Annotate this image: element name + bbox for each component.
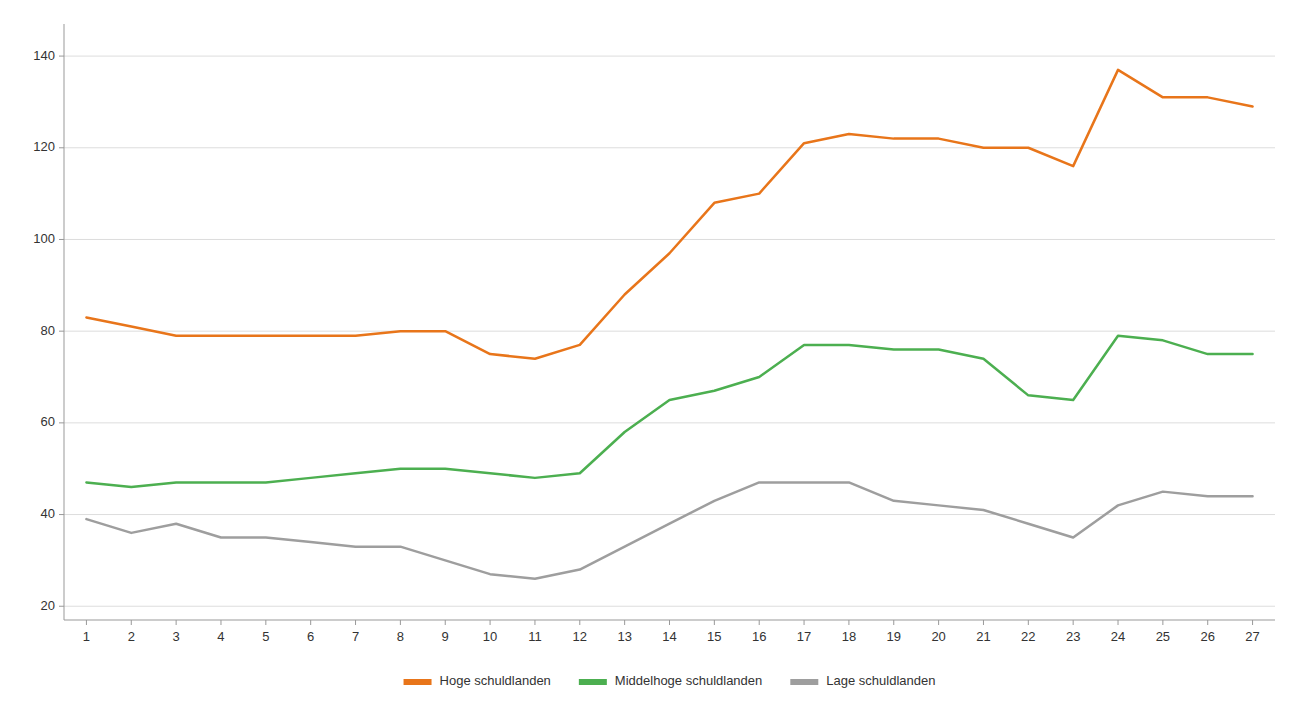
x-tick	[938, 620, 939, 625]
y-tick	[59, 422, 64, 423]
x-tick-label: 24	[1111, 629, 1125, 644]
x-tick-label: 14	[662, 629, 676, 644]
grid-line	[64, 606, 1275, 607]
x-tick-label: 26	[1200, 629, 1214, 644]
x-tick	[1207, 620, 1208, 625]
y-tick-label: 20	[41, 598, 55, 613]
x-tick	[86, 620, 87, 625]
x-tick	[265, 620, 266, 625]
y-tick	[59, 331, 64, 332]
y-tick-label: 140	[33, 48, 55, 63]
y-tick-label: 100	[33, 231, 55, 246]
x-tick	[1073, 620, 1074, 625]
series-line	[86, 336, 1252, 487]
x-tick-label: 8	[397, 629, 404, 644]
x-tick	[624, 620, 625, 625]
x-tick-label: 4	[217, 629, 224, 644]
legend-swatch	[579, 679, 607, 685]
grid-line	[64, 239, 1275, 240]
x-tick-label: 2	[128, 629, 135, 644]
x-tick	[893, 620, 894, 625]
legend-item: Hoge schuldlanden	[404, 673, 551, 688]
grid-line	[64, 422, 1275, 423]
x-tick-label: 17	[797, 629, 811, 644]
y-tick-label: 120	[33, 139, 55, 154]
x-tick-label: 15	[707, 629, 721, 644]
x-tick-label: 16	[752, 629, 766, 644]
grid-line	[64, 56, 1275, 57]
x-tick	[804, 620, 805, 625]
x-tick-label: 12	[573, 629, 587, 644]
x-tick	[131, 620, 132, 625]
x-tick	[579, 620, 580, 625]
grid-line	[64, 514, 1275, 515]
x-tick-label: 27	[1245, 629, 1259, 644]
y-tick-label: 40	[41, 506, 55, 521]
legend-item: Middelhoge schuldlanden	[579, 673, 762, 688]
x-tick	[534, 620, 535, 625]
y-tick-label: 80	[41, 323, 55, 338]
x-tick-label: 23	[1066, 629, 1080, 644]
x-tick-label: 22	[1021, 629, 1035, 644]
y-tick-label: 60	[41, 414, 55, 429]
y-tick	[59, 606, 64, 607]
x-tick	[714, 620, 715, 625]
x-tick-label: 6	[307, 629, 314, 644]
x-tick	[1118, 620, 1119, 625]
y-tick	[59, 147, 64, 148]
x-tick-label: 13	[617, 629, 631, 644]
x-tick	[220, 620, 221, 625]
legend: Hoge schuldlanden Middelhoge schuldlanden…	[404, 673, 936, 688]
legend-swatch	[790, 679, 818, 685]
y-tick	[59, 239, 64, 240]
x-tick-label: 3	[173, 629, 180, 644]
x-tick-label: 10	[483, 629, 497, 644]
x-tick	[983, 620, 984, 625]
y-tick	[59, 514, 64, 515]
x-tick-label: 5	[262, 629, 269, 644]
x-tick-label: 18	[842, 629, 856, 644]
series-line	[86, 482, 1252, 578]
y-axis: 20 40 60 80 100 120 140	[33, 48, 1275, 613]
x-tick	[1028, 620, 1029, 625]
x-tick-label: 9	[442, 629, 449, 644]
x-tick-label: 11	[528, 629, 542, 644]
x-axis: 1234567891011121314151617181920212223242…	[83, 620, 1260, 644]
x-tick	[400, 620, 401, 625]
grid-line	[64, 147, 1275, 148]
legend-swatch	[404, 679, 432, 685]
y-tick	[59, 56, 64, 57]
series-line	[86, 70, 1252, 359]
x-tick-label: 20	[931, 629, 945, 644]
x-tick-label: 7	[352, 629, 359, 644]
series-lines	[86, 70, 1252, 579]
x-tick	[445, 620, 446, 625]
legend-item: Lage schuldlanden	[790, 673, 935, 688]
grid-line	[64, 331, 1275, 332]
x-tick	[1162, 620, 1163, 625]
x-tick	[759, 620, 760, 625]
x-tick	[490, 620, 491, 625]
x-tick	[669, 620, 670, 625]
chart: 2040608010012014012345678910111213141516…	[0, 0, 1299, 720]
x-tick-label: 21	[976, 629, 990, 644]
x-tick	[310, 620, 311, 625]
x-tick	[355, 620, 356, 625]
x-tick	[1252, 620, 1253, 625]
x-tick	[848, 620, 849, 625]
x-tick-label: 19	[887, 629, 901, 644]
x-tick-label: 25	[1156, 629, 1170, 644]
legend-label: Middelhoge schuldlanden	[615, 673, 762, 688]
legend-label: Hoge schuldlanden	[440, 673, 551, 688]
legend-label: Lage schuldlanden	[826, 673, 935, 688]
x-tick-label: 1	[83, 629, 90, 644]
y-axis-line	[64, 24, 65, 620]
x-tick	[176, 620, 177, 625]
